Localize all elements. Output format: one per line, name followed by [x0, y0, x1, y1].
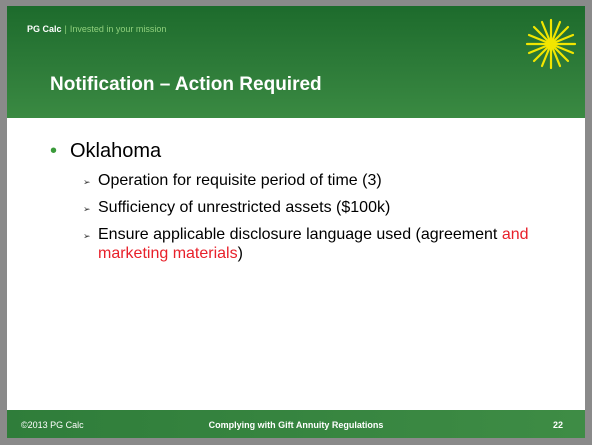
content: Oklahoma Operation for requisite period o… [50, 140, 570, 271]
brand: PG Calc [27, 24, 62, 34]
text: Sufficiency of unrestricted assets ($100… [98, 199, 391, 216]
separator: | [64, 24, 67, 34]
tagline: Invested in your mission [69, 24, 167, 34]
footer: ©2013 PG Calc Complying with Gift Annuit… [7, 410, 585, 438]
sun-logo [525, 18, 577, 70]
slide-title: Notification – Action Required [50, 74, 322, 95]
sub-bullet: Ensure applicable disclosure language us… [83, 225, 570, 263]
bullet: Oklahoma [50, 140, 570, 163]
copyright: ©2013 PG Calc [21, 420, 84, 430]
sub-bullet: Operation for requisite period of time (… [83, 171, 570, 192]
text: ) [237, 245, 243, 262]
sub-bullet: Sufficiency of unrestricted assets ($100… [83, 198, 570, 219]
sub-bullets: Operation for requisite period of time (… [50, 171, 570, 263]
text: Ensure applicable disclosure language us… [98, 226, 502, 243]
slide: PG Calc | Invested in your mission Notific… [7, 6, 585, 438]
brand-strip: PG Calc | Invested in your mission [27, 24, 166, 34]
page-number: 22 [552, 420, 563, 430]
text: Operation for requisite period of time (… [98, 172, 382, 189]
footer-subject: Complying with Gift Annuity Regulations [208, 420, 384, 430]
header-band: PG Calc | Invested in your mission Notific… [7, 6, 585, 118]
highlight-text: and marketing materials [98, 226, 529, 262]
